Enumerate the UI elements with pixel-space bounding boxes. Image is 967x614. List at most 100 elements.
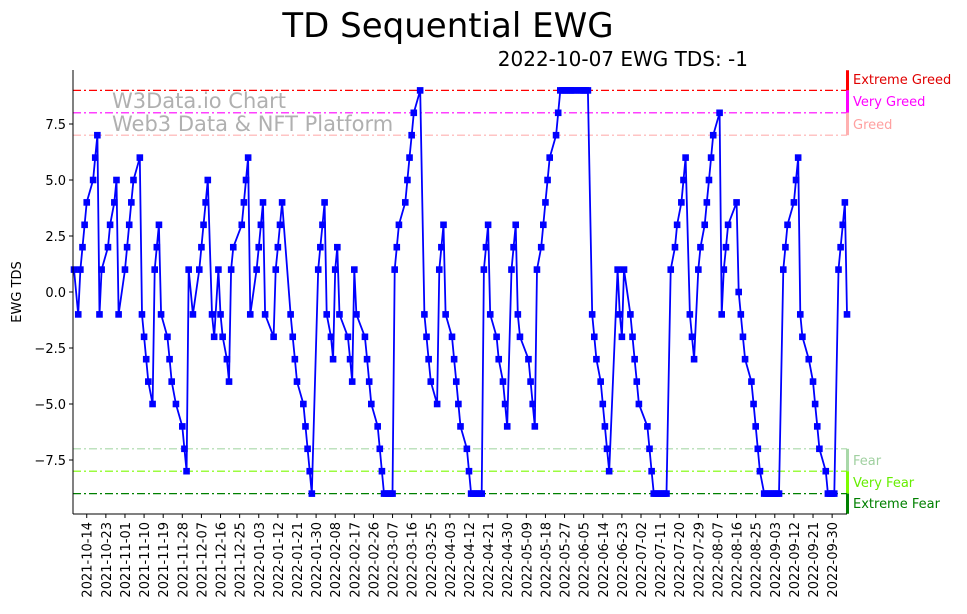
data-point-marker: [440, 221, 447, 229]
data-point-marker: [754, 445, 762, 453]
data-point-marker: [91, 154, 99, 161]
data-point-marker: [739, 333, 747, 341]
zone-label: Fear: [853, 454, 882, 469]
x-tick-label: 2022-02-26: [367, 522, 382, 598]
y-tick-label: 0.0: [45, 286, 66, 301]
data-point-marker: [115, 311, 122, 318]
data-point-marker: [663, 490, 670, 497]
x-tick-label: 2022-07-20: [673, 522, 688, 598]
data-point-marker: [368, 400, 375, 408]
zone-bar-fear: [846, 448, 849, 472]
data-point-marker: [733, 199, 740, 206]
data-point-marker: [195, 266, 203, 273]
x-tick-label: 2022-05-09: [520, 522, 535, 598]
data-point-marker: [395, 221, 403, 229]
data-point-marker: [722, 243, 730, 251]
data-point-marker: [811, 400, 819, 408]
x-tick-label: 2022-01-21: [291, 522, 306, 598]
data-point-marker: [327, 333, 335, 341]
zone-label: Very Greed: [853, 95, 925, 110]
x-tick-label: 2022-06-05: [578, 522, 593, 598]
data-point-marker: [189, 311, 197, 318]
data-point-marker: [421, 311, 428, 318]
data-point-marker: [149, 400, 156, 408]
data-point-marker: [540, 221, 547, 229]
data-point-marker: [809, 378, 817, 385]
data-point-marker: [433, 400, 441, 408]
x-tick-label: 2022-07-02: [635, 522, 650, 598]
data-point-marker: [323, 311, 331, 318]
data-point-marker: [304, 445, 311, 453]
data-point-marker: [501, 400, 509, 408]
data-point-marker: [81, 221, 88, 229]
data-point-marker: [378, 467, 386, 475]
data-point-marker: [142, 355, 150, 363]
data-point-marker: [620, 266, 628, 273]
zone-label: Very Fear: [853, 476, 915, 491]
data-point-marker: [537, 243, 545, 251]
data-point-marker: [242, 176, 250, 184]
data-point-marker: [321, 199, 328, 206]
data-point-marker: [302, 423, 309, 430]
data-point-marker: [627, 311, 634, 318]
data-point-marker: [365, 378, 373, 385]
data-point-marker: [219, 333, 226, 341]
data-point-marker: [486, 311, 494, 318]
data-point-marker: [603, 445, 611, 453]
data-point-marker: [317, 243, 324, 251]
data-point-marker: [510, 243, 517, 251]
data-point-marker: [74, 311, 82, 318]
data-point-marker: [70, 266, 78, 273]
x-tick-label: 2022-03-16: [406, 522, 421, 598]
data-point-marker: [741, 355, 749, 363]
data-point-marker: [408, 131, 415, 139]
data-point-marker: [680, 176, 687, 184]
data-point-marker: [291, 355, 299, 363]
x-tick-label: 2022-05-18: [539, 522, 554, 598]
x-tick-label: 2021-11-28: [176, 522, 191, 598]
x-tick-label: 2022-03-07: [387, 522, 402, 598]
data-point-marker: [756, 467, 764, 475]
data-point-marker: [588, 311, 596, 318]
y-tick-label: 5.0: [45, 174, 66, 189]
data-point-marker: [425, 355, 432, 363]
data-point-marker: [198, 243, 205, 251]
data-point-marker: [136, 154, 144, 161]
data-point-marker: [331, 266, 339, 273]
data-point-marker: [822, 467, 830, 475]
data-point-marker: [678, 199, 685, 206]
data-point-marker: [571, 87, 579, 94]
x-tick-label: 2022-06-14: [597, 522, 612, 598]
x-tick-label: 2022-04-21: [482, 522, 497, 598]
data-point-marker: [344, 333, 352, 341]
data-point-marker: [376, 445, 384, 453]
data-point-marker: [274, 243, 282, 251]
data-point-marker: [208, 311, 216, 318]
axes: 7.5 5.0 2.5 0.0 −2.5 −5.0 −7.5 2021-10-14 2021-1…: [34, 70, 847, 598]
x-tick-label: 2022-08-07: [711, 522, 726, 598]
data-point-marker: [705, 176, 713, 184]
data-point-marker: [442, 311, 449, 318]
x-tick-label: 2021-10-23: [100, 522, 115, 598]
zone-bar-very-fear: [846, 471, 849, 494]
data-point-marker: [796, 311, 804, 318]
data-point-marker: [123, 243, 131, 251]
data-point-marker: [259, 199, 267, 206]
series-line: [73, 89, 848, 495]
data-point-marker: [240, 199, 248, 206]
data-point-marker: [329, 355, 337, 363]
data-point-marker: [293, 378, 301, 385]
data-point-marker: [351, 266, 358, 273]
x-tick-label: 2022-01-12: [272, 522, 287, 598]
data-point-marker: [244, 154, 252, 161]
x-tick-label: 2021-12-25: [234, 522, 249, 598]
data-point-marker: [308, 490, 316, 497]
x-tick-label: 2022-06-23: [616, 522, 631, 598]
data-point-marker: [401, 199, 409, 206]
data-point-marker: [393, 243, 401, 251]
data-point-marker: [748, 378, 755, 385]
zone-bar-very-greed: [846, 90, 849, 113]
data-point-marker: [709, 131, 717, 139]
data-point-marker: [319, 221, 326, 229]
data-point-marker: [546, 154, 553, 161]
